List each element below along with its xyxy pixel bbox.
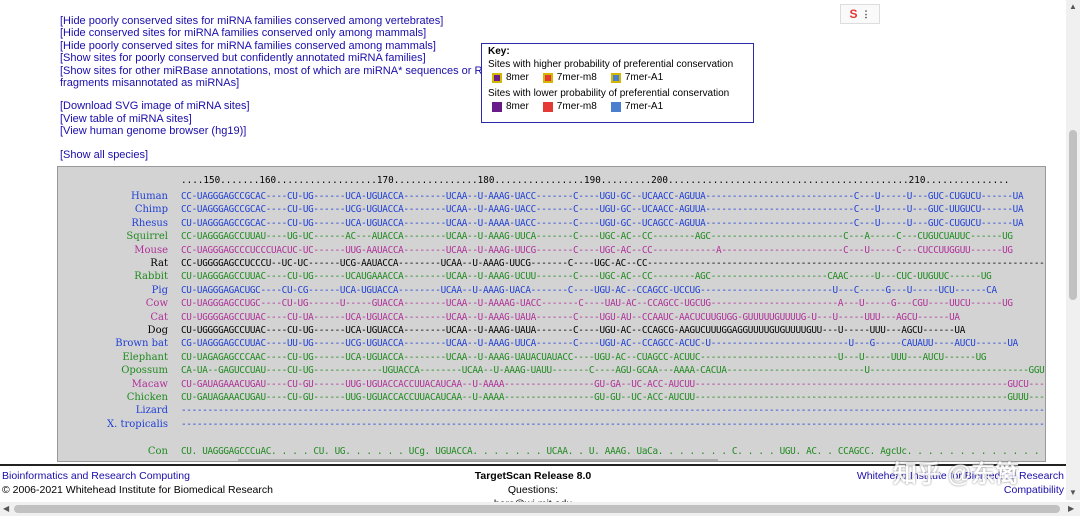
species-label: Rat — [150, 258, 168, 269]
footer-copyright: © 2006-2021 Whitehead Institute for Biom… — [2, 484, 273, 496]
sequence-row: CC-UAGGGAGCCCUCCCUACUC-UC------UUG-AAUAC… — [181, 244, 1013, 256]
link-show-mirbase[interactable]: [Show sites for other miRBase annotation… — [60, 64, 498, 90]
species-label: Opossum — [121, 365, 168, 377]
key-item-label: 7mer-A1 — [624, 72, 664, 83]
scroll-down-icon[interactable]: ▼ — [1069, 488, 1077, 497]
link-hide-mammal-poor[interactable]: [Hide poorly conserved sites for miRNA f… — [60, 39, 436, 52]
species-label: Cow — [145, 298, 168, 310]
sequence-row: CU-GAUAGAAACUGAU----CU-GU------UUG-UGUAC… — [181, 392, 1046, 403]
sequence-row: CU-UAGGGAGCCGCAC----CU-UG------UCA-UGUAC… — [181, 217, 1024, 229]
footer-release: TargetScan Release 8.0 — [474, 470, 592, 482]
position-ruler: ....150.......160..................170..… — [181, 175, 1010, 186]
sequence-row: CG-UAGGGAGCCUUAC----UU-UG------UCG-UGUAC… — [181, 338, 1018, 350]
sequence-row: CU-UAGGGAGCCUUAC----CU-UG------UCAUGAAAC… — [181, 271, 992, 283]
link-view-table[interactable]: [View table of miRNA sites] — [60, 112, 192, 125]
sequence-row: CC-UGGGGAGCCUCCCU--UC-UC------UCG-AAUACC… — [181, 258, 1045, 269]
key-legend: Key: Sites with higher probability of pr… — [481, 43, 754, 123]
sequence-row: ----------------------------------------… — [181, 405, 1046, 417]
species-label: Dog — [147, 325, 168, 336]
link-hide-mammal-conserved[interactable]: [Hide conserved sites for miRNA families… — [60, 27, 427, 40]
key-item-label: 8mer — [506, 101, 529, 112]
sequence-row: CU-UAGGGAGCCUGC----CU-UG------U-----GUAC… — [181, 298, 1013, 310]
key-higher-label: Sites with higher probability of prefere… — [488, 59, 734, 70]
species-label: Rabbit — [134, 271, 168, 283]
swatch-7mer-a1-low — [610, 101, 621, 112]
scroll-left-icon[interactable]: ◀ — [3, 504, 10, 513]
species-label: Squirrel — [126, 231, 168, 243]
scroll-up-icon[interactable]: ▲ — [1069, 2, 1077, 11]
sequence-row: CC-UAGGGAGCCUUAU----UG-UC------AC---AUAC… — [181, 231, 1013, 243]
swatch-7mer-m8-high — [542, 72, 553, 83]
s-logo-icon: S — [849, 7, 858, 21]
vertical-scroll-thumb[interactable] — [1069, 130, 1077, 300]
species-label: X. tropicalis — [107, 418, 168, 430]
key-item-label: 7mer-m8 — [556, 72, 597, 83]
footer-whitehead-link[interactable]: Whitehead Institute for Biomedical Resea… — [856, 470, 1064, 482]
species-label: Chicken — [126, 392, 168, 403]
key-title: Key: — [488, 46, 510, 57]
species-label: Chimp — [134, 204, 168, 216]
link-show-all-species[interactable]: [Show all species] — [60, 148, 149, 161]
species-label: Mouse — [134, 244, 168, 256]
species-label: Elephant — [122, 351, 168, 363]
footer-barc-link[interactable]: Bioinformatics and Research Computing — [2, 470, 190, 482]
species-label: Rhesus — [131, 217, 168, 229]
link-genome-browser[interactable]: [View human genome browser (hg19)] — [60, 125, 247, 138]
horizontal-scrollbar[interactable]: ◀ ▶ — [0, 502, 1080, 516]
key-item-label: 8mer — [506, 72, 529, 83]
translate-widget[interactable]: S ⋮ — [840, 4, 880, 24]
species-label: Macaw — [131, 378, 168, 390]
species-label: Brown bat — [115, 338, 168, 350]
sequence-row: ----------------------------------------… — [181, 418, 1046, 430]
sequence-row: CU-UGGGGAGCCUUAC----CU-UA------UCA-UGUAC… — [181, 311, 960, 323]
alignment-scrollbar[interactable] — [238, 459, 718, 461]
footer-compatibility-link[interactable]: Compatibility — [1003, 484, 1064, 496]
sequence-row: CU-GAUAGAAACUGAU----CU-GU------UUG-UGUAC… — [181, 378, 1046, 390]
vertical-scrollbar[interactable]: ▲ ▼ — [1066, 0, 1080, 500]
watermark: 知乎 @东篱 — [893, 461, 1020, 488]
species-label: Con — [147, 445, 168, 457]
key-item-label: 7mer-A1 — [624, 101, 664, 112]
sequence-row: CU-UGGGGAGCCUUAC----CU-UG------UCA-UGUAC… — [181, 325, 965, 336]
link-hide-vertebrate-poor[interactable]: [Hide poorly conserved sites for miRNA f… — [60, 15, 444, 27]
horizontal-scroll-thumb[interactable] — [14, 505, 1060, 513]
swatch-8mer-high — [492, 72, 502, 83]
caret-icon: ⋮ — [861, 8, 871, 19]
species-label: Lizard — [135, 405, 168, 417]
key-lower-label: Sites with lower probability of preferen… — [488, 88, 730, 99]
sequence-row: CU-UAGGGAGACUGC----CU-CG------UCA-UGUACC… — [181, 284, 997, 296]
species-label: Cat — [150, 311, 168, 323]
sequence-row: CU-UAGAGAGCCCAAC----CU-UG------UCA-UGUAC… — [181, 351, 987, 363]
sequence-row: CA-UA--GAGUCCUAU----CU-UG-------------UG… — [181, 365, 1046, 377]
species-label: Human — [130, 191, 168, 202]
links-panel: [Hide poorly conserved sites for miRNA f… — [60, 15, 500, 161]
swatch-7mer-a1-high — [610, 72, 621, 83]
key-higher-row: 8mer 7mer-m8 7mer-A1 — [492, 72, 747, 83]
swatch-7mer-m8-low — [542, 101, 553, 112]
sequence-row: CU. UAGGGAGCCCuAC. . . . CU. UG. . . . .… — [181, 445, 1045, 457]
key-item-label: 7mer-m8 — [556, 101, 597, 112]
scroll-right-icon[interactable]: ▶ — [1068, 504, 1075, 513]
alignment-panel[interactable]: ....150.......160..................170..… — [57, 166, 1046, 462]
swatch-8mer-low — [492, 101, 502, 112]
species-label: Pig — [151, 284, 168, 296]
sequence-row: CC-UAGGGAGCCGCAC----CU-UG------UCA-UGUAC… — [181, 191, 1024, 202]
link-download-svg[interactable]: [Download SVG image of miRNA sites] — [60, 100, 250, 113]
sequence-row: CC-UAGGGAGCCGCAC----CU-UG------UCG-UGUAC… — [181, 204, 1024, 216]
key-lower-row: 8mer 7mer-m8 7mer-A1 — [492, 101, 747, 112]
link-show-poor-confident[interactable]: [Show sites for poorly conserved but con… — [60, 52, 426, 65]
